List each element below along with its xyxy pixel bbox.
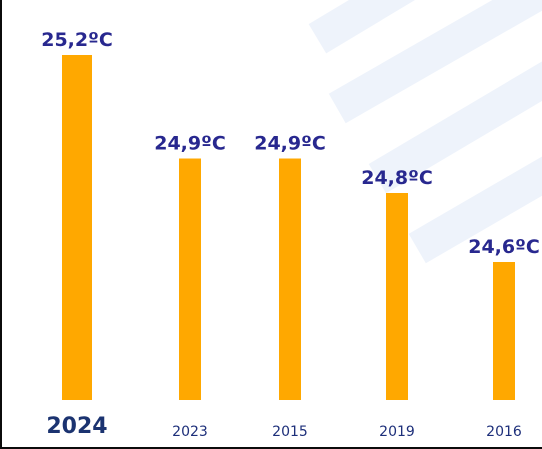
bar-2015 bbox=[279, 158, 301, 400]
category-label-2016: 2016 bbox=[486, 424, 522, 440]
category-label-2023: 2023 bbox=[172, 424, 208, 440]
bar-2024 bbox=[62, 55, 92, 400]
category-label-2015: 2015 bbox=[272, 424, 308, 440]
value-label-2019: 24,8ºC bbox=[361, 167, 433, 189]
bar-2019 bbox=[386, 193, 408, 400]
value-label-2015: 24,9ºC bbox=[254, 133, 326, 155]
value-label-2016: 24,6ºC bbox=[468, 236, 540, 258]
bar-2023 bbox=[179, 158, 201, 400]
value-label-2023: 24,9ºC bbox=[154, 133, 226, 155]
category-label-2024: 2024 bbox=[46, 414, 107, 439]
category-label-2019: 2019 bbox=[379, 424, 415, 440]
bar-2016 bbox=[493, 262, 515, 400]
value-label-2024: 25,2ºC bbox=[41, 29, 113, 51]
